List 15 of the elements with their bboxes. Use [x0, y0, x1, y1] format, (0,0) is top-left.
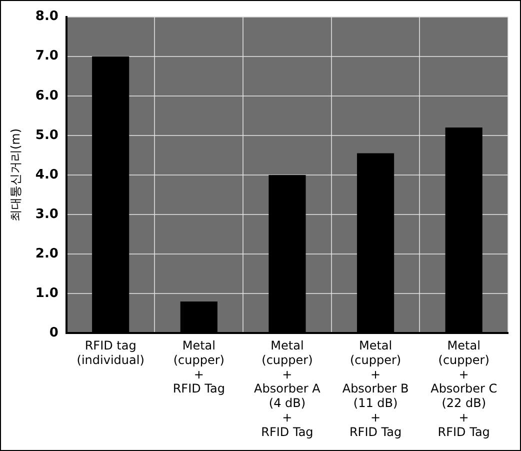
y-tick-label: 8.0 — [35, 9, 58, 24]
x-tick-label: Metal (cupper) + RFID Tag — [172, 338, 225, 396]
y-tick-label: 1.0 — [35, 286, 58, 302]
y-tick-label: 0 — [49, 326, 58, 341]
x-tick-label: Metal (cupper) + Absorber C (22 dB) + RFID Tag — [430, 338, 498, 439]
y-tick-label: 4.0 — [35, 167, 58, 182]
y-tick-label: 7.0 — [35, 48, 58, 64]
y-tick-label: 3.0 — [35, 206, 58, 222]
x-tick-label: Metal (cupper) + Absorber A (4 dB) + RFID Tag — [254, 338, 322, 439]
x-tick-label: Metal (cupper) + Absorber B (11 dB) + RFID Tag — [342, 338, 409, 439]
x-tick-label: RFID tag (individual) — [76, 338, 144, 367]
y-tick-label: 5.0 — [35, 128, 58, 143]
y-tick-label: 6.0 — [35, 88, 58, 104]
y-tick-label: 2.0 — [35, 246, 58, 262]
y-axis-title: 최대통신거리(m) — [8, 128, 22, 222]
